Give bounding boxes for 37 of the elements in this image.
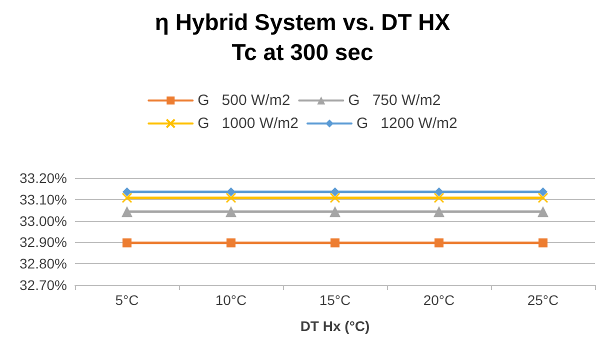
- point: [330, 238, 340, 248]
- y-tick-label: 32.80%: [20, 256, 67, 272]
- chart-title: η Hybrid System vs. DT HX Tc at 300 sec: [154, 9, 451, 65]
- y-tick-label: 33.20%: [20, 170, 67, 186]
- y-tick-label: 33.00%: [20, 212, 67, 229]
- point: [226, 187, 236, 196]
- point: [538, 206, 548, 218]
- legend-label: G 1200 W/m2: [356, 115, 458, 132]
- point: [330, 187, 340, 196]
- point: [538, 238, 548, 248]
- point: [434, 187, 444, 196]
- point: [122, 206, 132, 218]
- x-tick-label: 5°C: [115, 292, 139, 308]
- x-tick-label: 10°C: [215, 292, 247, 308]
- x-tick-label: 15°C: [319, 292, 351, 308]
- legend-label: G 750 W/m2: [348, 92, 441, 109]
- y-tick-label: 33.10%: [20, 191, 67, 208]
- x-tick-label: 20°C: [423, 292, 455, 308]
- point: [434, 238, 444, 248]
- point: [226, 206, 236, 218]
- point: [538, 192, 548, 204]
- point: [434, 192, 444, 204]
- point: [226, 238, 236, 248]
- point: [434, 206, 444, 218]
- point: [122, 192, 132, 204]
- point: [538, 187, 548, 196]
- y-tick-label: 32.90%: [20, 234, 67, 250]
- y-tick-label: 32.70%: [20, 277, 67, 293]
- legend-label: G 500 W/m2: [198, 92, 290, 109]
- point: [122, 187, 132, 196]
- point: [122, 238, 132, 248]
- point: [226, 192, 236, 204]
- x-tick-label: 25°C: [527, 292, 559, 308]
- x-axis-title: DT Hx (°C): [300, 318, 370, 334]
- point: [330, 206, 340, 218]
- point: [330, 192, 340, 204]
- legend-label: G 1000 W/m2: [198, 115, 299, 132]
